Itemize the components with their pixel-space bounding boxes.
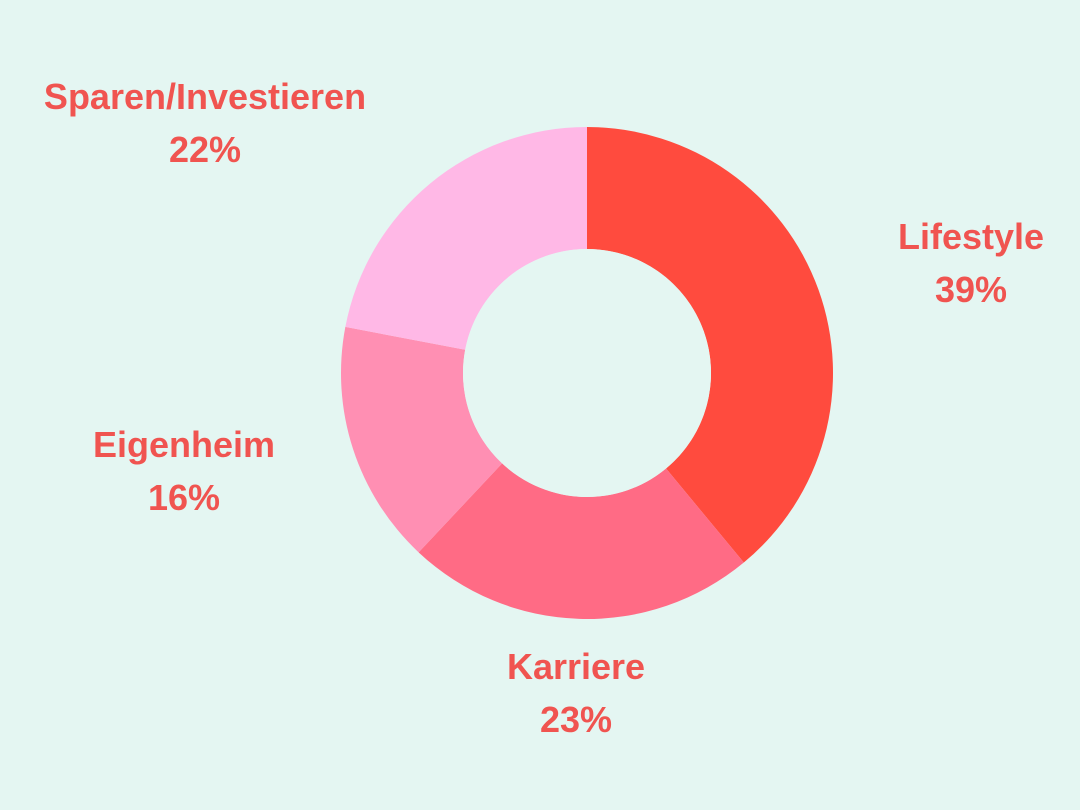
slice-label-eigenheim-value: 16% [147, 477, 221, 518]
slice-sparen-investieren [345, 127, 587, 350]
slice-label-karriere: Karriere 23% [507, 640, 645, 746]
slice-label-karriere-value: 23% [539, 699, 613, 740]
slice-eigenheim [341, 326, 503, 553]
donut-hole [463, 249, 711, 497]
slice-lifestyle [587, 127, 833, 563]
slice-label-sparen: Sparen/Investieren 22% [44, 70, 366, 176]
slice-label-sparen-name: Sparen/Investieren [43, 76, 367, 117]
slice-label-sparen-value: 22% [168, 129, 242, 170]
slice-karriere [418, 463, 744, 619]
slice-label-lifestyle-name: Lifestyle [897, 216, 1045, 257]
slice-label-lifestyle: Lifestyle 39% [898, 210, 1044, 316]
slice-label-eigenheim: Eigenheim 16% [93, 418, 275, 524]
slice-label-lifestyle-value: 39% [934, 269, 1008, 310]
slice-label-eigenheim-name: Eigenheim [92, 424, 276, 465]
slice-label-karriere-name: Karriere [506, 646, 646, 687]
